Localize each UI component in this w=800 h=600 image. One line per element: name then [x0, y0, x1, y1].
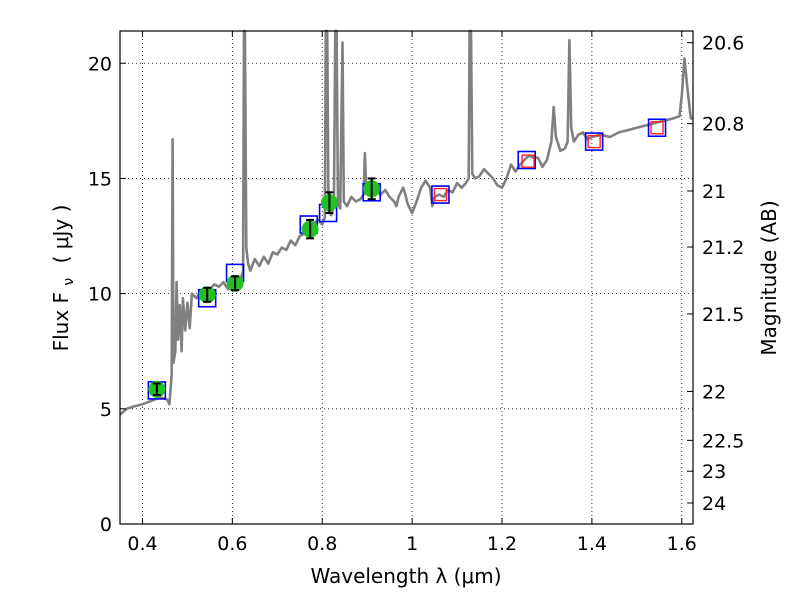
y-axis-label-flux: Flux F	[49, 292, 73, 351]
y-tick-label-4: 20	[88, 53, 112, 75]
mag-tick-label-8: 24	[702, 493, 726, 515]
model-photometry-square-8	[584, 132, 604, 151]
y-tick-label-0: 0	[100, 514, 112, 536]
magnitude-axis-ticks: 20.6 20.8 21 21.2 21.5 22 22.5 23 24	[687, 33, 744, 515]
mag-tick-label-2: 21	[702, 181, 726, 203]
x-tick-label-1: 0.6	[217, 533, 247, 555]
model-photometry-square-6	[431, 185, 450, 204]
model-photometry-square-7	[517, 150, 537, 170]
mag-tick-label-6: 22.5	[702, 430, 744, 452]
plot-frame	[119, 30, 694, 525]
y-axis-ticks: 0 5 10 15 20	[88, 53, 126, 536]
y-tick-label-2: 10	[88, 284, 112, 306]
x-axis-ticks: 0.4 0.6 0.8 1 1.2 1.4 1.6	[127, 31, 697, 555]
x-tick-label-0: 0.4	[127, 533, 157, 555]
observed-photometry-layer	[148, 177, 381, 398]
upper-limit-square-2	[587, 134, 601, 149]
upper-limit-square-0	[433, 187, 448, 202]
x-tick-label-3: 1	[406, 533, 418, 555]
mag-tick-label-7: 23	[702, 461, 726, 483]
mag-tick-label-1: 20.8	[702, 114, 744, 136]
x-axis-label: Wavelength λ (μm)	[310, 564, 501, 588]
x-tick-label-2: 0.8	[307, 533, 337, 555]
mag-tick-label-3: 21.2	[702, 237, 744, 259]
mag-tick-label-0: 20.6	[702, 33, 744, 55]
y-axis-label-subscript: ν	[61, 278, 77, 286]
x-tick-label-5: 1.4	[577, 533, 607, 555]
upper-limit-square-1	[521, 154, 535, 168]
y-axis-label-right: Magnitude (AB)	[757, 200, 781, 355]
mag-tick-label-5: 22	[702, 381, 726, 403]
model-photometry-square-9	[647, 118, 667, 138]
y-tick-label-1: 5	[100, 399, 112, 421]
mag-tick-label-4: 21.5	[702, 304, 744, 326]
x-tick-label-4: 1.2	[487, 533, 517, 555]
y-axis-label-units: ( μJy )	[49, 205, 73, 264]
upper-limit-square-3	[650, 121, 664, 135]
x-tick-label-6: 1.6	[667, 533, 697, 555]
plot-area	[120, 31, 693, 524]
upper-limit-layer	[433, 121, 664, 202]
y-axis-label-left: Flux F ν ( μJy )	[49, 205, 78, 352]
y-tick-label-3: 15	[88, 168, 112, 190]
